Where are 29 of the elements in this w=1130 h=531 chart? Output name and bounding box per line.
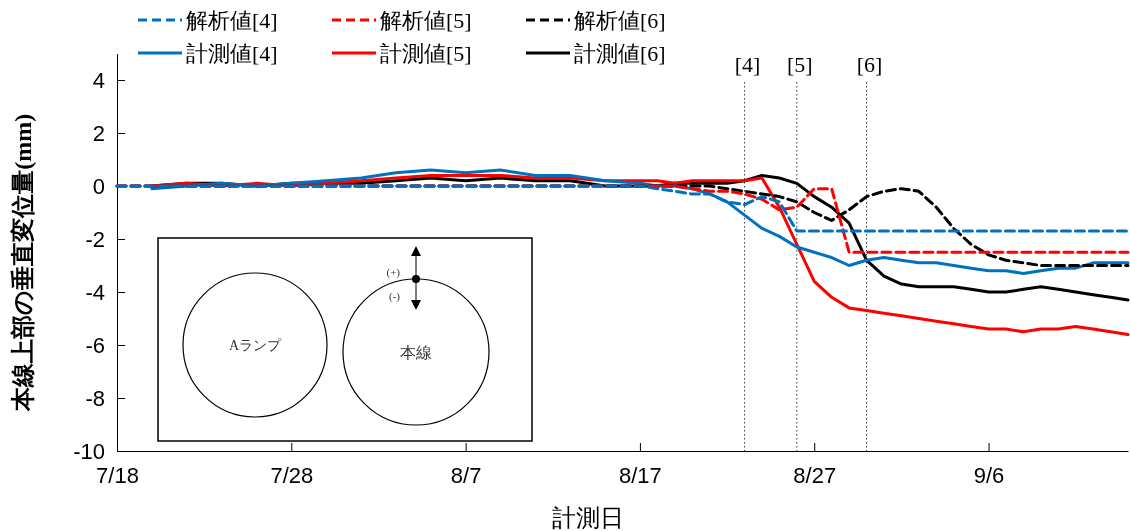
legend-label: 計測値[4] — [186, 41, 278, 66]
y-axis-title: 本線上部の垂直変位量(mm) — [9, 113, 36, 412]
y-tick-label: 2 — [92, 120, 105, 146]
x-tick-label: 7/18 — [96, 462, 139, 488]
x-tick-label: 9/6 — [973, 462, 1005, 488]
x-tick-label: 8/17 — [619, 462, 662, 488]
y-tick-label: 0 — [92, 173, 105, 199]
annotation: 本線 — [400, 344, 432, 361]
y-tick-label: -2 — [85, 226, 105, 252]
ref-line-label: [5] — [786, 52, 813, 77]
annotation: (-) — [389, 290, 401, 303]
y-tick-label: -10 — [73, 438, 105, 464]
x-tick-label: 8/7 — [450, 462, 482, 488]
x-axis-title: 計測日 — [551, 505, 624, 531]
ref-line-label: [6] — [856, 52, 883, 77]
y-tick-label: -6 — [85, 332, 105, 358]
y-tick-label: -4 — [85, 279, 105, 305]
legend-label: 解析値[4] — [186, 8, 278, 33]
annotation: Aランプ — [228, 338, 283, 353]
legend-label: 計測値[5] — [380, 41, 472, 66]
legend-label: 解析値[6] — [574, 8, 666, 33]
y-tick-label: 4 — [92, 67, 105, 93]
ref-line-label: [4] — [734, 52, 761, 77]
x-tick-label: 8/27 — [793, 462, 837, 488]
x-tick-label: 7/28 — [270, 462, 314, 488]
y-tick-label: -8 — [85, 385, 105, 411]
annotation: (+) — [386, 266, 401, 279]
legend-label: 計測値[6] — [574, 41, 666, 66]
legend-label: 解析値[5] — [380, 8, 472, 33]
